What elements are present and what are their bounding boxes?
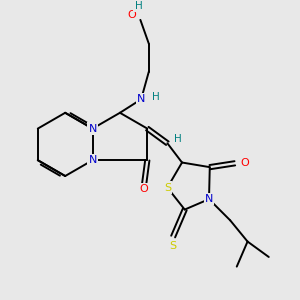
Text: O: O (240, 158, 249, 168)
Text: O: O (128, 10, 136, 20)
Text: S: S (164, 183, 171, 193)
Text: H: H (135, 1, 142, 10)
Text: O: O (139, 184, 148, 194)
Text: N: N (88, 155, 97, 165)
Text: H: H (174, 134, 182, 144)
Text: H: H (152, 92, 160, 102)
Text: N: N (137, 94, 145, 104)
Text: N: N (205, 194, 213, 204)
Text: N: N (88, 124, 97, 134)
Text: S: S (169, 241, 177, 251)
